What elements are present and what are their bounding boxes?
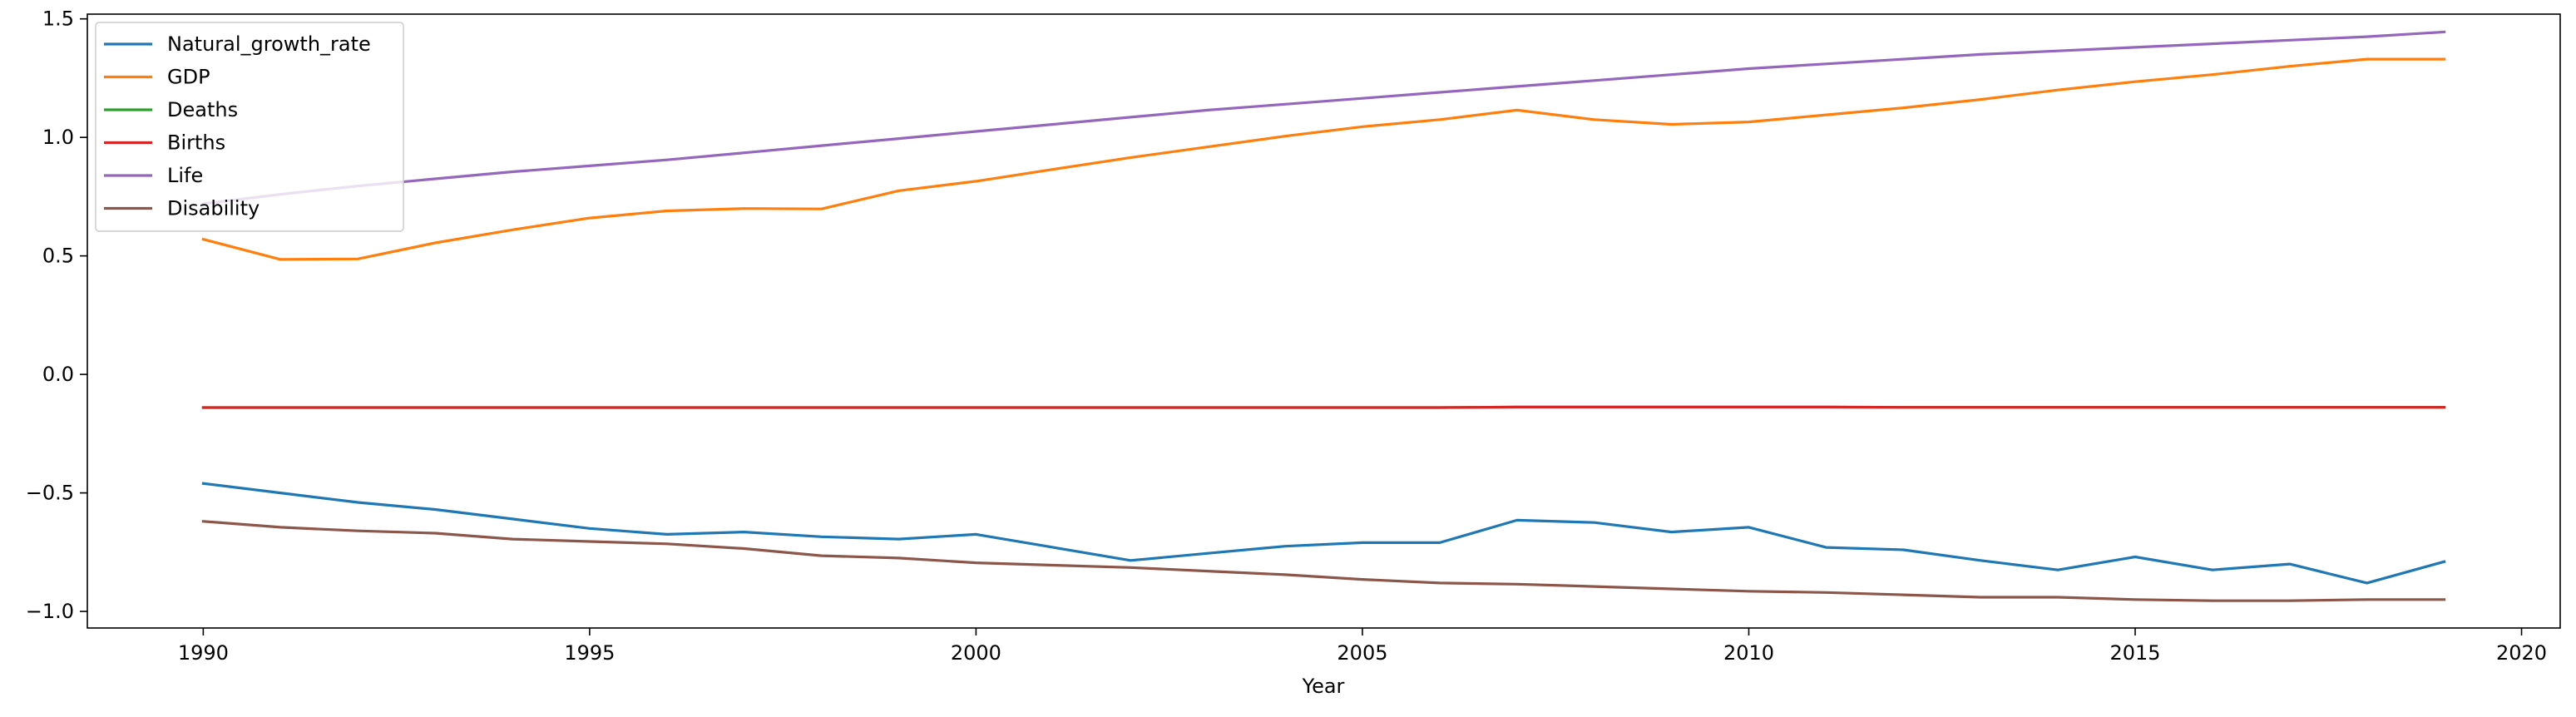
x-tick-label: 2000	[951, 641, 1001, 665]
y-axis: −1.0 −0.5 0.0 0.5 1.0 1.5	[26, 7, 87, 623]
y-tick-label: −0.5	[26, 482, 74, 505]
legend-label: Life	[167, 164, 203, 187]
series-line-4	[201, 30, 2446, 205]
series-line-0	[201, 482, 2446, 585]
y-tick-label: 1.0	[42, 126, 74, 149]
legend-label: GDP	[167, 66, 210, 89]
series-layer	[201, 30, 2446, 602]
y-tick-label: 1.5	[42, 7, 74, 31]
legend-label: Disability	[167, 197, 260, 220]
series-line-1	[201, 57, 2446, 261]
y-tick-label: −1.0	[26, 600, 74, 623]
x-tick-label: 2015	[2109, 641, 2160, 665]
x-tick-label: 1995	[564, 641, 615, 665]
legend: Natural_growth_rate GDP Deaths Births Life Di…	[95, 22, 404, 232]
legend-label: Deaths	[167, 98, 238, 121]
x-tick-label: 2005	[1337, 641, 1387, 665]
legend-label: Natural_growth_rate	[167, 32, 371, 56]
legend-box	[95, 22, 404, 232]
y-tick-label: 0.5	[42, 245, 74, 268]
plot-frame	[87, 13, 2561, 629]
series-line-5	[201, 520, 2446, 602]
x-tick-label: 2020	[2496, 641, 2547, 665]
series-line-3	[201, 405, 2446, 409]
legend-label: Births	[167, 131, 225, 155]
x-axis-label: Year	[1302, 675, 1345, 698]
x-tick-label: 1990	[178, 641, 229, 665]
y-tick-label: 0.0	[42, 363, 74, 386]
x-tick-label: 2010	[1723, 641, 1774, 665]
x-axis: 1990 1995 2000 2005 2010 2015 2020	[178, 628, 2547, 665]
